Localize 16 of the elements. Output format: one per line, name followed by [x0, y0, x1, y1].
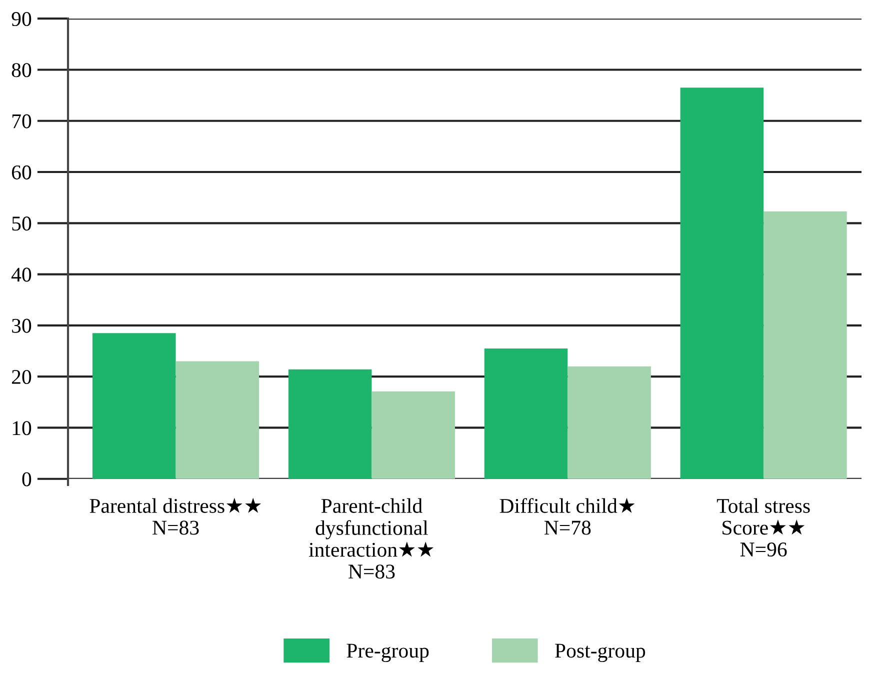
y-tick-label: 60: [12, 165, 32, 180]
x-tick-label: Parental distress★★ N=83: [90, 498, 262, 535]
y-tick-label: 30: [12, 318, 32, 333]
y-tick-label: 0: [22, 472, 32, 486]
x-tick-label: Total stress Score★★ N=96: [716, 498, 810, 557]
legend-label: Pre-group: [346, 644, 429, 662]
y-tick-label: 10: [12, 421, 32, 436]
x-tick-label: Parent-child dysfunctional interaction★★ N=83: [308, 498, 434, 579]
x-tick-label: Difficult child★ N=78: [500, 498, 635, 535]
y-tick-label: 90: [12, 12, 32, 26]
y-tick-label: 40: [11, 268, 32, 282]
y-tick-label: 70: [12, 114, 32, 128]
y-tick-label: 50: [12, 216, 32, 231]
y-tick-label: 20: [12, 370, 32, 384]
y-tick-label: 80: [12, 63, 32, 78]
legend-label: Post-group: [555, 644, 646, 662]
